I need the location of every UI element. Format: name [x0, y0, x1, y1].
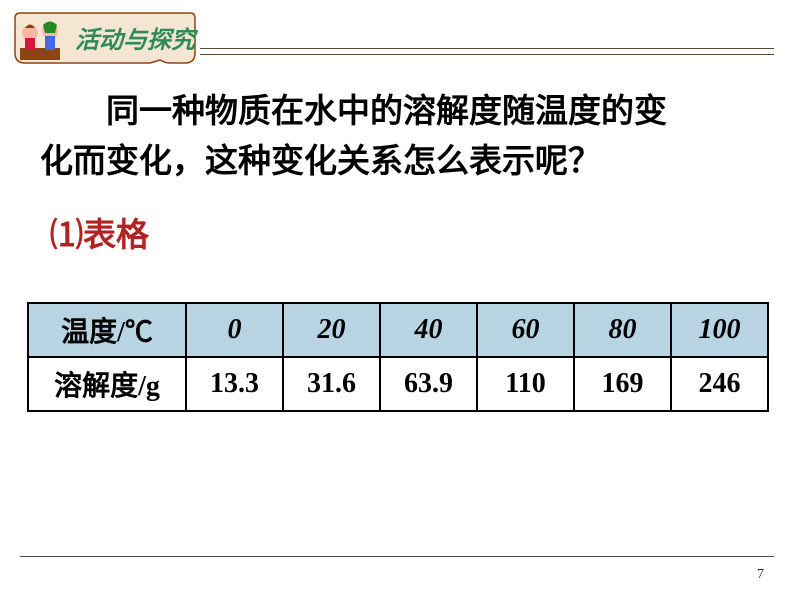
- solubility-cell: 13.3: [186, 357, 283, 411]
- main-question-text: 同一种物质在水中的溶解度随温度的变 化而变化，这种变化关系怎么表示呢？: [40, 88, 764, 187]
- solubility-label: 溶解度/g: [28, 357, 186, 411]
- main-text-line1: 同一种物质在水中的溶解度随温度的变: [40, 88, 764, 138]
- main-text-line2: 化而变化，这种变化关系怎么表示呢？: [40, 138, 764, 188]
- solubility-cell: 169: [574, 357, 671, 411]
- section-title: ⑴表格: [50, 208, 149, 256]
- children-illustration: [15, 13, 75, 63]
- temp-cell: 20: [283, 303, 380, 357]
- activity-badge: 活动与探究: [10, 8, 200, 68]
- solubility-cell: 63.9: [380, 357, 477, 411]
- solubility-table: 温度/℃ 0 20 40 60 80 100 溶解度/g 13.3 31.6 6…: [27, 302, 769, 412]
- temp-cell: 0: [186, 303, 283, 357]
- temp-cell: 80: [574, 303, 671, 357]
- page-number: 7: [757, 567, 764, 583]
- top-divider-line-1: [200, 48, 774, 49]
- top-divider-line-2: [200, 54, 774, 55]
- temperature-label: 温度/℃: [28, 303, 186, 357]
- bottom-divider-line: [20, 556, 774, 557]
- table-data-row: 溶解度/g 13.3 31.6 63.9 110 169 246: [28, 357, 768, 411]
- temp-cell: 100: [671, 303, 768, 357]
- solubility-cell: 31.6: [283, 357, 380, 411]
- temp-cell: 60: [477, 303, 574, 357]
- solubility-cell: 110: [477, 357, 574, 411]
- table-header-row: 温度/℃ 0 20 40 60 80 100: [28, 303, 768, 357]
- badge-text: 活动与探究: [75, 20, 195, 55]
- solubility-cell: 246: [671, 357, 768, 411]
- temp-cell: 40: [380, 303, 477, 357]
